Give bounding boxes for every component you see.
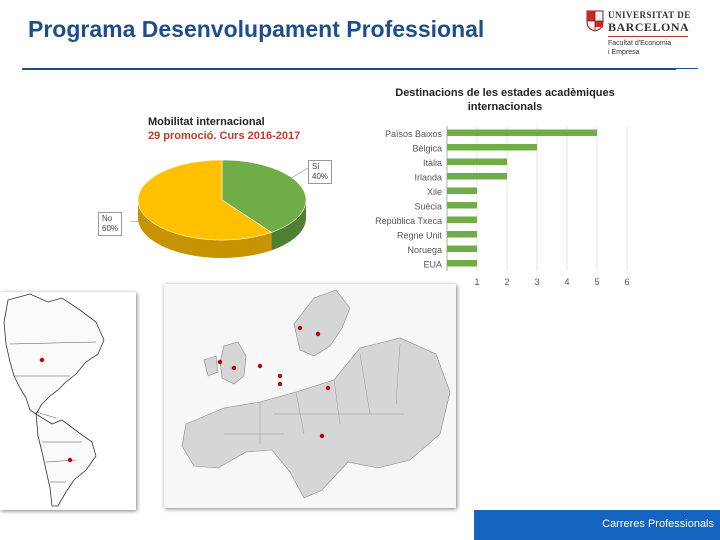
bar-category-label: Països Baixos (385, 129, 443, 139)
bar-chart-title: Destinacions de les estades acadèmiques … (395, 87, 615, 113)
slide-title: Programa Desenvolupament Professional (28, 16, 485, 42)
bar-category-label: Itàlia (423, 158, 442, 168)
bar (447, 216, 477, 223)
europe-map (164, 284, 456, 508)
pie-chart-title-block: Mobilitat internacional 29 promoció. Cur… (148, 115, 300, 143)
pie-slice-no (137, 159, 273, 241)
americas-map (0, 292, 136, 510)
pie-chart-subtitle: 29 promoció. Curs 2016-2017 (148, 130, 301, 142)
bar (447, 173, 507, 180)
footer-bar: Carreres Professionals (474, 510, 720, 540)
pie-side-no (138, 200, 272, 258)
bar (447, 260, 477, 267)
bar (447, 202, 477, 209)
bar-tick-label: 3 (534, 277, 539, 287)
bar-category-label: Suècia (414, 201, 442, 211)
bar (447, 129, 597, 136)
bar-category-label: Regne Unit (397, 230, 443, 240)
bar-category-label: EUA (423, 259, 442, 269)
pie-slice-si (221, 159, 307, 233)
bar-category-label: República Txeca (375, 216, 442, 226)
pie-side-s (271, 200, 306, 251)
bar-category-label: Xile (427, 187, 442, 197)
map-marker-ireland (217, 359, 223, 365)
pie-label-si: Sí 40% (308, 160, 333, 184)
map-marker-czech-republic (325, 385, 331, 391)
pie-label-si-name: Sí (312, 162, 320, 171)
logo-faculty-line2: i Empresa (608, 49, 640, 56)
bar-tick-label: 4 (564, 277, 569, 287)
pie-label-no: No 60% (98, 212, 123, 236)
americas-map-drawing (0, 292, 136, 510)
bar-tick-label: 1 (474, 277, 479, 287)
bar (447, 231, 477, 238)
pie-leader-no (129, 219, 151, 223)
logo-name-line1: UNIVERSITAT DE (608, 10, 691, 20)
footer-text: Carreres Professionals (602, 518, 714, 530)
bar (447, 144, 537, 151)
bar-tick-label: 5 (594, 277, 599, 287)
bar (447, 187, 477, 194)
bar-tick-label: 2 (504, 277, 509, 287)
logo-divider (608, 36, 688, 37)
map-marker-belgium (277, 373, 283, 379)
logo-faculty-line1: Facultat d'Economia (608, 40, 672, 47)
shield-icon (586, 10, 604, 32)
pie-leader-si (287, 167, 309, 181)
pie-label-no-name: No (102, 214, 113, 223)
europe-map-drawing (164, 284, 456, 508)
bar-category-label: Irlanda (414, 172, 442, 182)
pie-chart (129, 159, 309, 258)
pie-label-si-value: 40% (312, 172, 329, 181)
map-marker-uk (231, 365, 237, 371)
map-marker-italy (319, 433, 325, 439)
map-marker-usa (39, 357, 45, 363)
map-marker-sweden (315, 331, 321, 337)
map-marker-norway (297, 325, 303, 331)
bar (447, 158, 507, 165)
title-underline (22, 68, 676, 70)
bar-category-label: Bèlgica (412, 143, 442, 153)
bar (447, 245, 477, 252)
map-marker-netherlands (257, 363, 263, 369)
bar-tick-label: 6 (624, 277, 629, 287)
bar-category-label: Noruega (407, 245, 442, 255)
bar-chart: Països Baixos Bèlgica Itàlia Irlanda Xile Suè… (375, 126, 630, 287)
title-underline-tail (676, 68, 698, 69)
map-marker-chile (67, 457, 73, 463)
pie-chart-title: Mobilitat internacional (148, 116, 265, 128)
university-logo: UNIVERSITAT DE BARCELONA Facultat d'Econ… (586, 8, 696, 64)
map-marker-belgium-2 (277, 381, 283, 387)
pie-label-no-value: 60% (102, 224, 119, 233)
logo-name-line2: BARCELONA (608, 20, 690, 34)
